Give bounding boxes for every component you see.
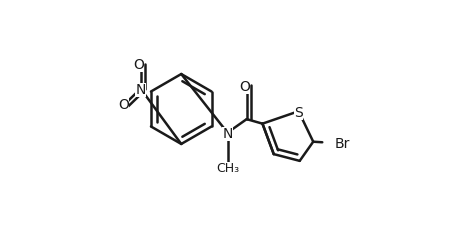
Text: O: O	[118, 98, 129, 112]
Text: S: S	[294, 106, 303, 120]
Text: O: O	[239, 80, 250, 94]
Text: O: O	[133, 58, 144, 72]
Text: Br: Br	[335, 137, 350, 151]
Text: CH₃: CH₃	[216, 162, 239, 175]
Text: N: N	[222, 127, 233, 141]
Text: N: N	[136, 83, 146, 97]
